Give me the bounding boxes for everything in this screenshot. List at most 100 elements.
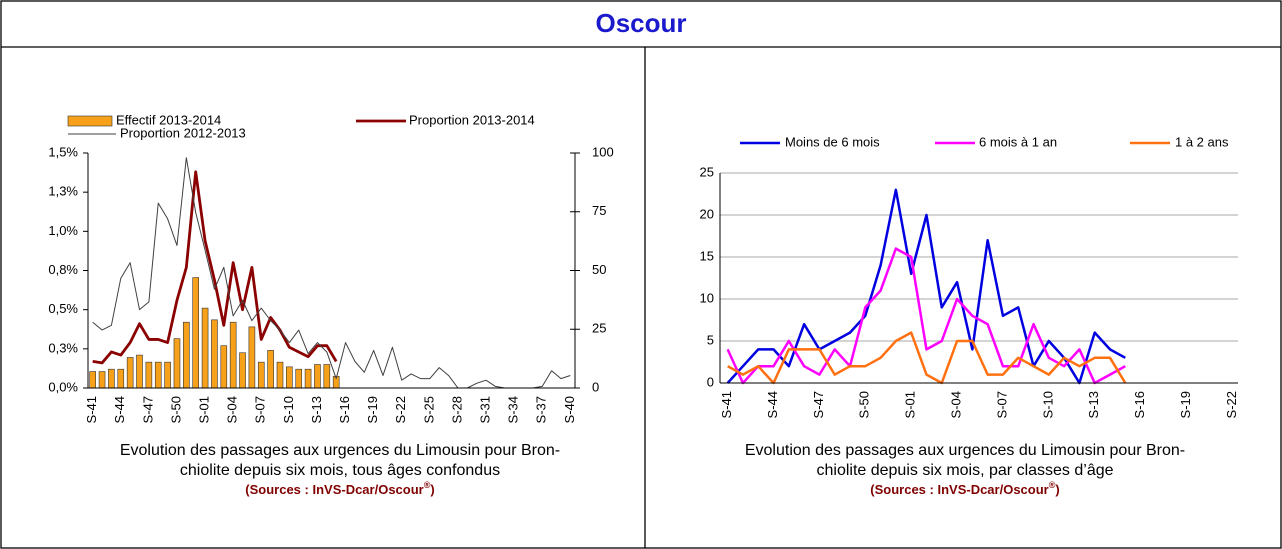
bar — [183, 321, 190, 389]
x-tick-label: S-19 — [365, 396, 380, 423]
bar — [239, 352, 246, 389]
x-tick-label: S-01 — [197, 396, 212, 423]
x-tick-label: S-13 — [1086, 391, 1101, 418]
bar — [117, 368, 125, 389]
legend-label: Proportion 2013-2014 — [409, 112, 535, 127]
bar — [192, 277, 200, 389]
x-tick-label: S-07 — [994, 391, 1009, 418]
bar — [295, 368, 303, 389]
bar — [211, 319, 218, 389]
x-tick-label: S-04 — [948, 391, 963, 418]
bar — [98, 371, 106, 389]
caption-line: Evolution des passages aux urgences du L… — [120, 442, 560, 459]
y-tick-label: 0,3% — [48, 340, 78, 355]
source-part: ® — [1049, 480, 1056, 490]
caption-line: chiolite depuis six mois, par classes d’… — [816, 462, 1113, 479]
line-series — [727, 331, 1127, 385]
source-part: (Sources : InVS-Dcar/Oscour — [245, 482, 423, 497]
y-tick-label: 5 — [707, 332, 714, 347]
legend-label: Moins de 6 mois — [785, 134, 880, 149]
y2-tick-label: 25 — [592, 321, 606, 336]
source-part: ) — [1055, 482, 1059, 497]
line-series — [92, 170, 338, 365]
y-tick-label: 0,5% — [48, 301, 78, 316]
source-part: (Sources : InVS-Dcar/Oscour — [870, 482, 1048, 497]
y-tick-label: 15 — [700, 248, 714, 263]
x-tick-label: S-22 — [393, 396, 408, 423]
source-part: ) — [430, 482, 434, 497]
x-tick-label: S-37 — [534, 396, 549, 423]
y2-tick-label: 0 — [592, 379, 599, 394]
legend-label: Effectif 2013-2014 — [116, 112, 221, 127]
bar — [89, 371, 96, 389]
x-tick-label: S-50 — [168, 396, 183, 423]
legend-label: 1 à 2 ans — [1175, 134, 1229, 149]
x-tick-label: S-16 — [1132, 391, 1147, 418]
x-tick-label: S-34 — [506, 396, 521, 423]
bar — [154, 361, 162, 389]
x-tick-label: S-47 — [811, 391, 826, 418]
bar — [201, 307, 209, 389]
x-tick-label: S-04 — [225, 396, 240, 423]
caption-line: chiolite depuis six mois, tous âges conf… — [180, 462, 500, 479]
legend-swatch — [67, 115, 113, 127]
bar — [220, 345, 228, 389]
x-tick-label: S-13 — [309, 396, 324, 423]
y-tick-label: 0,0% — [48, 379, 78, 394]
y2-tick-label: 100 — [592, 144, 614, 159]
header-title: Oscour — [595, 8, 686, 38]
y2-tick-label: 75 — [592, 203, 606, 218]
bar — [314, 364, 321, 389]
source-part: ® — [424, 480, 431, 490]
bar — [304, 368, 312, 389]
x-tick-label: S-44 — [765, 391, 780, 418]
line-series — [726, 188, 1126, 385]
bar — [257, 361, 265, 389]
x-tick-label: S-01 — [903, 391, 918, 418]
x-tick-label: S-28 — [449, 396, 464, 423]
x-tick-label: S-31 — [477, 396, 492, 423]
x-tick-label: S-50 — [857, 391, 872, 418]
x-tick-label: S-07 — [253, 396, 268, 423]
bar — [229, 321, 237, 389]
y-tick-label: 1,3% — [48, 184, 78, 199]
legend-label: Proportion 2012-2013 — [120, 125, 246, 140]
y2-tick-label: 50 — [592, 262, 606, 277]
bar — [164, 361, 171, 389]
line-series — [92, 157, 571, 389]
y-tick-label: 0,8% — [48, 262, 78, 277]
bar — [126, 357, 134, 389]
x-tick-label: S-16 — [337, 396, 352, 423]
bar — [136, 354, 143, 389]
x-tick-label: S-41 — [84, 396, 99, 423]
bar — [173, 338, 181, 389]
y-tick-label: 25 — [700, 164, 714, 179]
legend-label: 6 mois à 1 an — [979, 134, 1057, 149]
bar — [267, 350, 274, 389]
x-tick-label: S-22 — [1224, 391, 1239, 418]
x-tick-label: S-40 — [562, 396, 577, 423]
x-tick-label: S-41 — [719, 391, 734, 418]
bar — [145, 361, 153, 389]
y-tick-label: 1,0% — [48, 223, 78, 238]
x-tick-label: S-44 — [112, 396, 127, 423]
caption-line: Evolution des passages aux urgences du L… — [745, 442, 1185, 459]
bar — [323, 364, 331, 389]
bar — [276, 361, 284, 389]
y-tick-label: 20 — [700, 206, 714, 221]
bar — [108, 368, 115, 389]
x-tick-label: S-25 — [421, 396, 436, 423]
y-tick-label: 10 — [700, 290, 714, 305]
x-tick-label: S-10 — [1040, 391, 1055, 418]
caption-source: (Sources : InVS-Dcar/Oscour®) — [870, 480, 1059, 497]
caption-source: (Sources : InVS-Dcar/Oscour®) — [245, 480, 434, 497]
bar — [286, 366, 293, 389]
x-tick-label: S-19 — [1178, 391, 1193, 418]
bar — [248, 326, 256, 389]
x-tick-label: S-10 — [281, 396, 296, 423]
y-tick-label: 1,5% — [48, 144, 78, 159]
y-tick-label: 0 — [707, 374, 714, 389]
x-tick-label: S-47 — [140, 396, 155, 423]
